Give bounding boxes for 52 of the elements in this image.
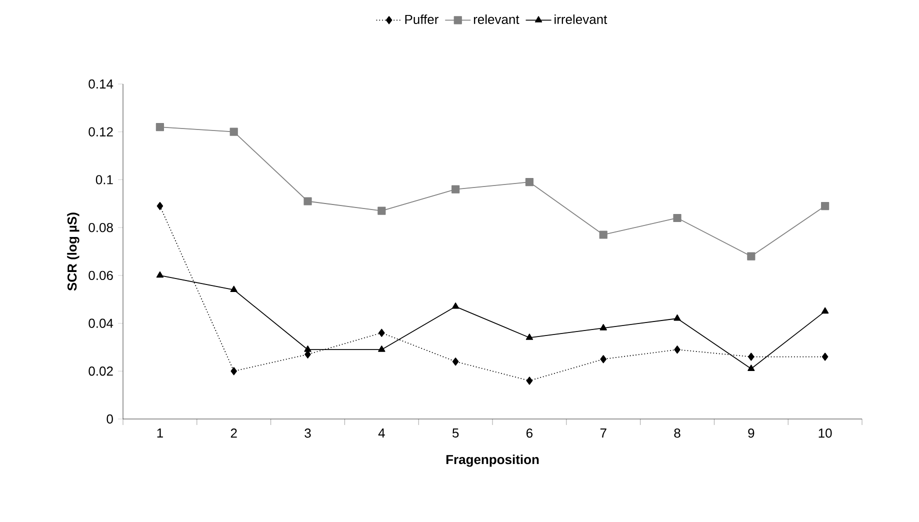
point	[452, 358, 459, 366]
y-tick-label: 0.06	[88, 270, 113, 280]
y-axis-title: SCR (log µS)	[67, 212, 80, 291]
point	[230, 286, 238, 292]
y-tick-label: 0	[106, 414, 113, 424]
point	[304, 197, 312, 206]
y-tick-label: 0.14	[88, 79, 114, 89]
point	[821, 202, 830, 210]
point	[674, 314, 681, 321]
point	[526, 334, 534, 340]
point	[748, 352, 754, 361]
x-tick-label: 7	[600, 428, 606, 438]
x-tick-label: 5	[452, 428, 459, 438]
y-tick-label: 0.02	[88, 366, 113, 376]
point	[526, 376, 533, 385]
point	[156, 271, 164, 278]
point	[156, 202, 164, 210]
x-tick-label: 2	[230, 428, 237, 438]
y-tick-label: 0.1	[96, 175, 113, 184]
x-tick-label: 1	[157, 428, 163, 438]
point	[156, 123, 164, 132]
point	[230, 128, 238, 136]
point	[230, 367, 237, 376]
point	[452, 185, 460, 194]
point	[822, 352, 828, 361]
legend-label: irrelevant	[554, 14, 608, 24]
point	[378, 328, 385, 337]
point	[452, 302, 460, 309]
y-tick-label: 0.04	[88, 318, 114, 328]
point	[674, 346, 680, 354]
point	[821, 307, 829, 314]
point	[600, 324, 607, 330]
point	[378, 206, 386, 215]
legend-label: relevant	[474, 14, 520, 24]
point	[600, 355, 607, 364]
point	[378, 346, 386, 352]
point	[673, 214, 682, 222]
x-tick-label: 9	[748, 428, 754, 438]
x-axis-title: Fragenposition	[446, 454, 539, 467]
x-tick-label: 3	[304, 428, 311, 438]
point	[599, 230, 608, 239]
x-tick-label: 8	[674, 428, 680, 438]
point	[304, 346, 312, 352]
point	[525, 178, 534, 186]
y-tick-label: 0.08	[88, 222, 113, 232]
point	[747, 252, 756, 260]
x-tick-label: 10	[818, 428, 832, 438]
x-tick-label: 6	[526, 428, 532, 438]
legend-label: Puffer	[405, 14, 438, 24]
point	[748, 364, 755, 371]
x-tick-label: 4	[378, 428, 385, 438]
y-tick-label: 0.12	[88, 127, 113, 136]
